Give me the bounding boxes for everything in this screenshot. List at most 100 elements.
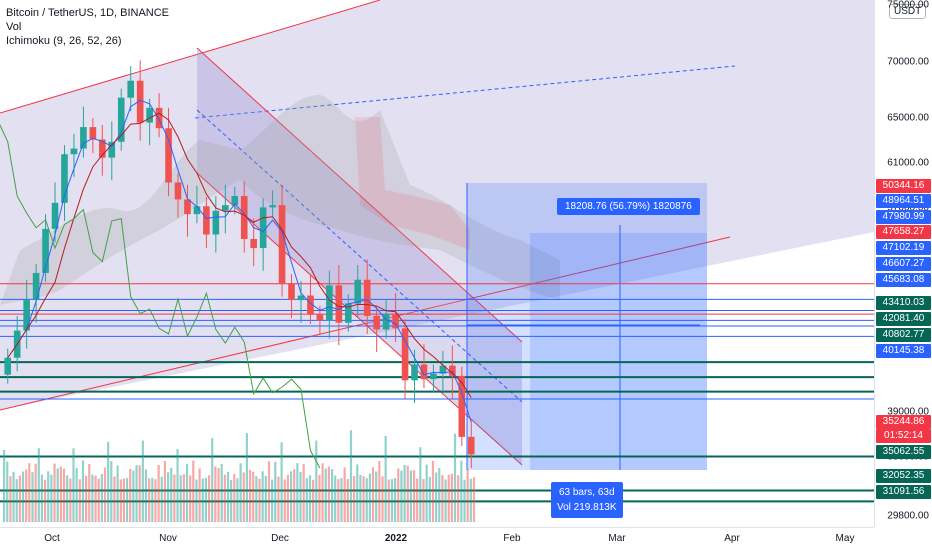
price-label: 35244.86 [876, 415, 931, 429]
volume-bar [387, 479, 390, 522]
volume-bar [129, 468, 132, 522]
volume-bar [428, 476, 431, 522]
volume-bar [119, 479, 122, 522]
ascending-channel-fill [0, 0, 874, 410]
candle-up [23, 300, 30, 331]
candle-down [316, 314, 324, 321]
price-label: 40802.77 [876, 328, 931, 342]
symbol-title[interactable]: Bitcoin / TetherUS, 1D, BINANCE [6, 7, 170, 19]
candle-up [108, 141, 116, 158]
volume-bar [315, 440, 318, 522]
price-axis[interactable]: USDT 75000.00 70000.00 65000.00 61000.00 570… [874, 0, 932, 527]
volume-bar [457, 475, 460, 522]
candle-down [184, 199, 191, 215]
volume-bar [346, 479, 349, 522]
volume-bar [31, 472, 34, 522]
volume-bar [37, 448, 40, 522]
candle-down [155, 107, 163, 129]
price-chart[interactable] [0, 0, 874, 527]
candle-up [51, 202, 59, 229]
candle-up [326, 285, 333, 321]
chikou-line [0, 123, 321, 469]
volume-bar [21, 471, 25, 522]
time-axis[interactable]: Oct Nov Dec 2022 Feb Mar Apr May [0, 527, 874, 551]
chart-pane[interactable]: Bitcoin / TetherUS, 1D, BINANCE Vol Ichi… [0, 0, 874, 527]
volume-legend[interactable]: Vol [6, 21, 22, 33]
volume-bar [460, 460, 463, 522]
volume-bar [371, 467, 375, 522]
volume-bar [91, 474, 94, 522]
candle-down [278, 205, 286, 284]
volume-bar [223, 474, 226, 522]
time-label: May [835, 533, 855, 544]
volume-bar [277, 476, 280, 522]
ichimoku-cloud-gray [0, 95, 560, 305]
volume-bar [69, 478, 72, 522]
volume-bar [463, 479, 466, 522]
volume-bar [264, 475, 267, 522]
candle-down [203, 206, 210, 235]
volume-bar [271, 479, 274, 522]
price-tick: 39000.00 [887, 406, 929, 418]
volume-bar [252, 471, 255, 522]
volume-bar [248, 469, 252, 522]
volume-bar [173, 474, 176, 522]
volume-bar [293, 469, 296, 522]
volume-bar [334, 475, 337, 522]
volume-bar [368, 473, 371, 522]
volume-bar [204, 477, 208, 522]
volume-bar [362, 476, 365, 522]
price-label: 45683.08 [876, 273, 931, 287]
volume-bar [182, 474, 185, 522]
volume-bar [75, 467, 78, 522]
volume-bar [283, 479, 286, 522]
volume-bar [441, 475, 444, 522]
volume-bar [255, 476, 258, 522]
time-label: Apr [724, 533, 740, 544]
volume-bar [258, 478, 261, 522]
volume-bar [214, 466, 217, 522]
candle-up [411, 364, 418, 381]
candle-up [354, 279, 362, 304]
time-label: Feb [503, 533, 521, 544]
price-label: 42081.40 [876, 312, 931, 326]
candle-down [250, 239, 258, 249]
volume-bar [230, 479, 233, 522]
volume-bar [343, 467, 346, 522]
volume-bar [289, 471, 293, 522]
volume-bar [400, 470, 403, 522]
volume-bar [444, 479, 447, 522]
price-label: 43410.03 [876, 296, 931, 310]
time-label: Nov [159, 533, 177, 544]
candle-up [70, 148, 78, 155]
candle-down [392, 313, 399, 329]
volume-bar [185, 463, 189, 522]
candle-up [4, 357, 12, 375]
volume-bar [453, 433, 457, 522]
candle-down [335, 285, 343, 323]
volume-bar [394, 478, 397, 522]
volume-bar [233, 473, 236, 522]
volume-bar [198, 468, 201, 522]
candle-down [373, 315, 380, 330]
price-label: 47102.19 [876, 241, 931, 255]
ichimoku-legend[interactable]: Ichimoku (9, 26, 52, 26) [6, 35, 122, 47]
price-label: 01:52:14 [876, 429, 931, 443]
volume-bar [18, 475, 21, 522]
volume-bar [59, 466, 62, 522]
volume-bar [113, 476, 116, 522]
time-label: Oct [44, 533, 60, 544]
volume-bar [416, 478, 419, 522]
volume-bar [116, 465, 119, 522]
volume-bar [330, 469, 334, 522]
volume-bar [308, 475, 312, 522]
currency-button[interactable]: USDT [889, 4, 927, 19]
price-tick: 61000.00 [887, 157, 929, 169]
volume-bar [192, 460, 195, 522]
price-label: 48964.51 [876, 194, 931, 208]
desc-lower-line [196, 172, 523, 466]
candle-down [449, 365, 456, 376]
volume-bar [122, 478, 126, 522]
volume-bar [312, 479, 315, 522]
candle-down [240, 196, 248, 240]
